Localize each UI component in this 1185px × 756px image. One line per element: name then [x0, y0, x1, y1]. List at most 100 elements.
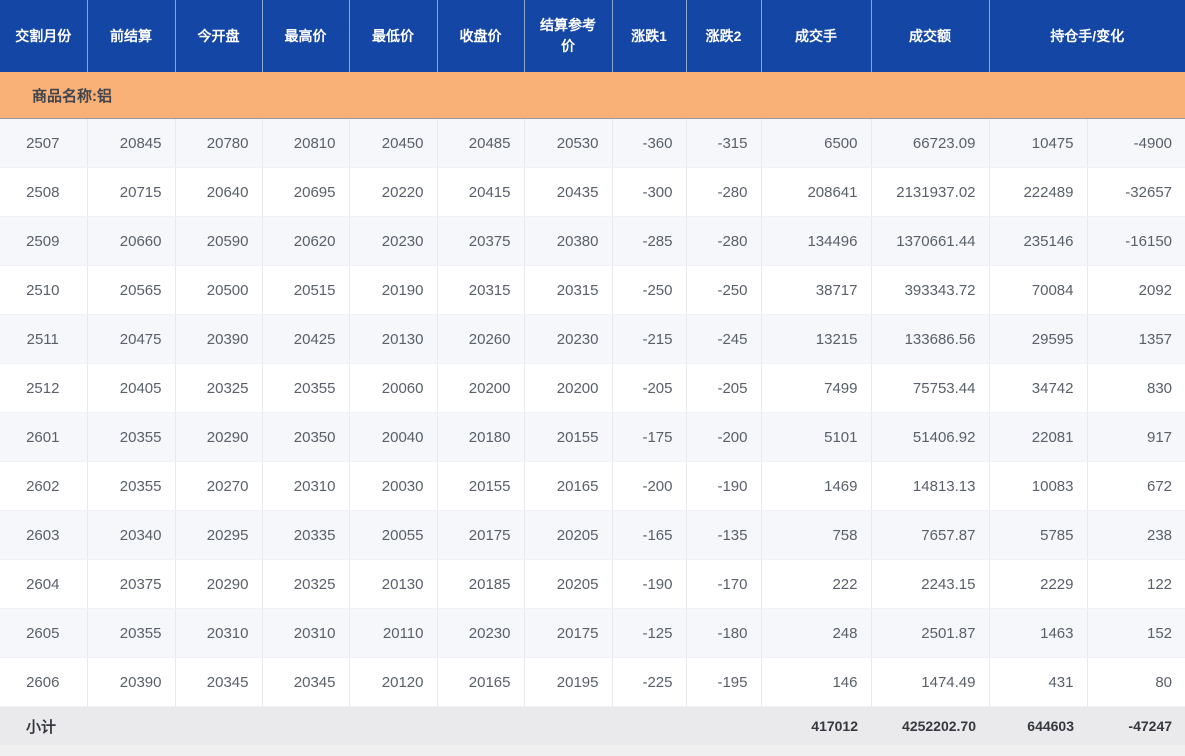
table-row: 2602 20355 20270 20310 20030 20155 20165 -200 -1… — [0, 461, 1185, 511]
cell-open: 20290 — [175, 412, 263, 462]
cell-volume: 134496 — [761, 216, 872, 266]
cell-oi-change: 1357 — [1087, 314, 1185, 364]
cell-close: 20260 — [437, 314, 525, 364]
col-header-open-interest-change: 持仓手/变化 — [989, 0, 1185, 72]
subtotal-row: 小计 417012 4252202.70 644603 -47247 — [0, 706, 1185, 745]
col-header-low: 最低价 — [349, 0, 438, 72]
cell-high: 20695 — [262, 167, 350, 217]
cell-delivery-month: 2510 — [0, 265, 88, 315]
cell-open-interest: 22081 — [989, 412, 1088, 462]
cell-delivery-month: 2604 — [0, 559, 88, 609]
cell-volume: 7499 — [761, 363, 872, 413]
cell-prev-settlement: 20405 — [87, 363, 176, 413]
cell-turnover: 2131937.02 — [871, 167, 990, 217]
cell-change1: -205 — [612, 363, 687, 413]
cell-high: 20355 — [262, 363, 350, 413]
cell-turnover: 51406.92 — [871, 412, 990, 462]
col-header-volume: 成交手 — [761, 0, 872, 72]
cell-oi-change: 152 — [1087, 608, 1185, 658]
cell-prev-settlement: 20355 — [87, 461, 176, 511]
cell-prev-settlement: 20340 — [87, 510, 176, 560]
cell-turnover: 2243.15 — [871, 559, 990, 609]
product-name-row: 商品名称:铝 — [0, 72, 1185, 119]
cell-delivery-month: 2512 — [0, 363, 88, 413]
cell-change1: -165 — [612, 510, 687, 560]
cell-delivery-month: 2508 — [0, 167, 88, 217]
cell-change2: -315 — [686, 118, 762, 168]
table-footer: 小计 417012 4252202.70 644603 -47247 — [0, 706, 1185, 745]
cell-open-interest: 431 — [989, 657, 1088, 707]
col-header-open: 今开盘 — [175, 0, 263, 72]
cell-turnover: 66723.09 — [871, 118, 990, 168]
cell-settlement-ref: 20380 — [524, 216, 613, 266]
cell-oi-change: 238 — [1087, 510, 1185, 560]
table-row: 2604 20375 20290 20325 20130 20185 20205 -190 -1… — [0, 559, 1185, 609]
col-header-turnover: 成交额 — [871, 0, 990, 72]
cell-low: 20030 — [349, 461, 438, 511]
col-header-settlement-ref: 结算参考价 — [524, 0, 613, 72]
subtotal-volume: 417012 — [761, 706, 871, 745]
cell-turnover: 1474.49 — [871, 657, 990, 707]
col-header-change1: 涨跌1 — [612, 0, 687, 72]
cell-open-interest: 1463 — [989, 608, 1088, 658]
cell-close: 20180 — [437, 412, 525, 462]
cell-turnover: 7657.87 — [871, 510, 990, 560]
cell-settlement-ref: 20155 — [524, 412, 613, 462]
cell-settlement-ref: 20530 — [524, 118, 613, 168]
table-row: 2509 20660 20590 20620 20230 20375 20380 -285 -2… — [0, 216, 1185, 266]
cell-open: 20590 — [175, 216, 263, 266]
table-row: 2603 20340 20295 20335 20055 20175 20205 -165 -1… — [0, 510, 1185, 560]
cell-low: 20055 — [349, 510, 438, 560]
subtotal-open-interest: 644603 — [989, 706, 1087, 745]
cell-open-interest: 235146 — [989, 216, 1088, 266]
cell-settlement-ref: 20165 — [524, 461, 613, 511]
cell-high: 20515 — [262, 265, 350, 315]
cell-change1: -285 — [612, 216, 687, 266]
cell-low: 20220 — [349, 167, 438, 217]
table-row: 2510 20565 20500 20515 20190 20315 20315 -250 -2… — [0, 265, 1185, 315]
cell-change1: -125 — [612, 608, 687, 658]
cell-close: 20175 — [437, 510, 525, 560]
cell-oi-change: 80 — [1087, 657, 1185, 707]
cell-open: 20345 — [175, 657, 263, 707]
cell-settlement-ref: 20195 — [524, 657, 613, 707]
cell-open-interest: 2229 — [989, 559, 1088, 609]
cell-oi-change: -16150 — [1087, 216, 1185, 266]
table-row: 2512 20405 20325 20355 20060 20200 20200 -205 -2… — [0, 363, 1185, 413]
cell-open-interest: 222489 — [989, 167, 1088, 217]
cell-prev-settlement: 20355 — [87, 412, 176, 462]
cell-change2: -250 — [686, 265, 762, 315]
cell-open: 20290 — [175, 559, 263, 609]
cell-low: 20130 — [349, 314, 438, 364]
cell-prev-settlement: 20660 — [87, 216, 176, 266]
cell-volume: 146 — [761, 657, 872, 707]
col-header-change2: 涨跌2 — [686, 0, 762, 72]
cell-close: 20230 — [437, 608, 525, 658]
cell-settlement-ref: 20200 — [524, 363, 613, 413]
cell-turnover: 14813.13 — [871, 461, 990, 511]
table-header: 交割月份 前结算 今开盘 最高价 最低价 收盘价 结算参考价 涨跌1 涨跌2 成… — [0, 0, 1185, 72]
table-row: 2511 20475 20390 20425 20130 20260 20230 -215 -2… — [0, 314, 1185, 364]
cell-delivery-month: 2509 — [0, 216, 88, 266]
col-header-high: 最高价 — [262, 0, 350, 72]
cell-open: 20500 — [175, 265, 263, 315]
cell-high: 20325 — [262, 559, 350, 609]
product-name-label: 商品名称:铝 — [0, 72, 1185, 119]
cell-settlement-ref: 20205 — [524, 559, 613, 609]
cell-low: 20190 — [349, 265, 438, 315]
cell-change2: -200 — [686, 412, 762, 462]
cell-volume: 38717 — [761, 265, 872, 315]
cell-volume: 5101 — [761, 412, 872, 462]
col-header-close: 收盘价 — [437, 0, 525, 72]
cell-volume: 248 — [761, 608, 872, 658]
cell-prev-settlement: 20390 — [87, 657, 176, 707]
cell-settlement-ref: 20230 — [524, 314, 613, 364]
cell-change2: -180 — [686, 608, 762, 658]
cell-change1: -360 — [612, 118, 687, 168]
cell-open: 20270 — [175, 461, 263, 511]
cell-change2: -190 — [686, 461, 762, 511]
bottom-strip — [0, 745, 1185, 756]
cell-oi-change: 2092 — [1087, 265, 1185, 315]
cell-high: 20345 — [262, 657, 350, 707]
cell-change1: -300 — [612, 167, 687, 217]
